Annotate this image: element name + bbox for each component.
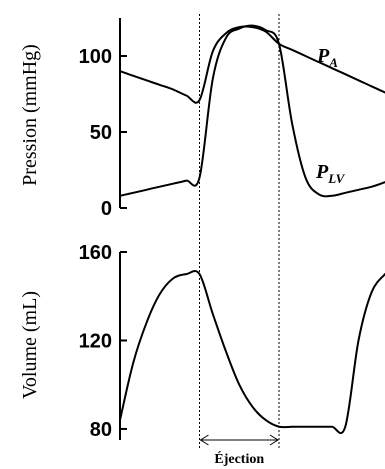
volume-y-tick-label-1: 120 <box>79 330 112 352</box>
ejection-annotation: Éjection <box>199 14 280 467</box>
ejection-arrow <box>199 434 279 446</box>
pressure-series-p-a-line <box>119 25 385 104</box>
pressure-axis-label: Pression (mmHg) <box>19 44 41 186</box>
volume-axis-label: Volume (mL) <box>19 291 41 399</box>
series-label-pa-sub: A <box>328 55 338 70</box>
ejection-arrow-left-head <box>199 434 209 446</box>
series-label-pa: PA <box>316 45 338 70</box>
pressure-y-ticks: 0 50 100 <box>79 46 127 220</box>
volume-y-tick-label-2: 160 <box>79 242 112 264</box>
series-label-plv-sub: LV <box>327 171 345 186</box>
volume-series-volume-line <box>119 270 385 435</box>
volume-y-tick-label-0: 80 <box>90 419 112 441</box>
series-label-plv: PLV <box>315 161 346 186</box>
series-label-plv-main: P <box>315 161 329 183</box>
pressure-y-tick-label-1: 50 <box>90 122 112 144</box>
volume-y-ticks: 80 120 160 <box>79 242 127 441</box>
volume-curves <box>119 270 385 435</box>
pressure-series-p-lv-line <box>119 24 385 198</box>
pressure-y-tick-label-0: 0 <box>101 198 112 220</box>
pressure-y-tick-label-2: 100 <box>79 46 112 68</box>
volume-panel: Volume (mL) 80 120 160 <box>19 242 385 441</box>
ejection-arrow-right-head <box>269 434 279 446</box>
series-label-pa-main: P <box>316 45 330 67</box>
pressure-curves <box>119 24 385 198</box>
ejection-label: Éjection <box>214 450 264 467</box>
